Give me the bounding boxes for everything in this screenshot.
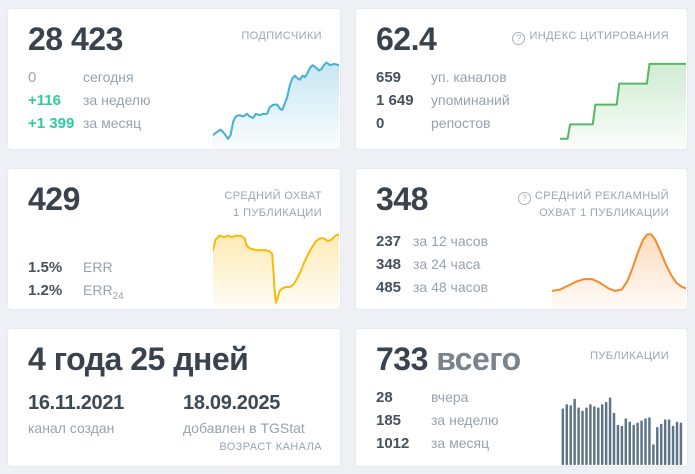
- stat-row-12h: 237 за 12 часов: [376, 233, 687, 250]
- adreach-title-line2: ОХВАТ 1 ПУБЛИКАЦИИ: [539, 207, 669, 219]
- stat-row-month: +1 399 за месяц: [28, 115, 340, 132]
- stat-label: ERR24: [83, 282, 124, 302]
- channel-age-value: 4 года 25 дней: [28, 341, 249, 377]
- pubs-card-head: 733 всего ПУБЛИКАЦИИ: [356, 329, 687, 378]
- stat-value: 348: [376, 255, 402, 273]
- stat-row-reposts: 0 репостов: [376, 115, 687, 132]
- channel-age-card: 4 года 25 дней 16.11.2021 канал создан 1…: [7, 328, 341, 467]
- stat-row-week: +116 за неделю: [28, 92, 340, 109]
- reach-card-head: 429 СРЕДНИЙ ОХВАТ 1 ПУБЛИКАЦИИ: [8, 169, 340, 221]
- subscribers-card: 28 423 ПОДПИСЧИКИ 0 сегодня +116 за неде…: [7, 8, 341, 150]
- stat-value: +116: [28, 91, 61, 109]
- average-ad-reach-value: 348: [376, 181, 428, 217]
- stat-label: сегодня: [83, 68, 134, 85]
- stat-value: 1.5%: [28, 259, 63, 276]
- citation-title-text: ИНДЕКС ЦИТИРОВАНИЯ: [529, 30, 669, 42]
- stat-value: 237: [376, 232, 402, 250]
- date-value: 16.11.2021: [28, 391, 124, 414]
- publications-total-suffix: всего: [436, 341, 521, 377]
- subscribers-stats: 0 сегодня +116 за неделю +1 399 за месяц: [8, 69, 340, 132]
- stat-row-today: 0 сегодня: [28, 69, 340, 86]
- publications-total: 733 всего: [376, 341, 521, 378]
- pubs-stats: 28 вчера 185 за неделю 1012 за месяц: [356, 389, 687, 452]
- citation-stats: 659 уп. каналов 1 649 упоминаний 0 репос…: [356, 69, 687, 132]
- stat-label: уп. каналов: [431, 68, 507, 85]
- adreach-card-title: ? СРЕДНИЙ РЕКЛАМНЫЙ ОХВАТ 1 ПУБЛИКАЦИИ: [517, 188, 669, 222]
- stat-label: за 12 часов: [413, 232, 489, 249]
- stat-label: за месяц: [431, 434, 490, 451]
- stat-label: упоминаний: [431, 91, 510, 108]
- stat-label: вчера: [431, 388, 469, 405]
- stat-row-month: 1012 за месяц: [376, 435, 687, 452]
- reach-title-line1: СРЕДНИЙ ОХВАТ: [224, 190, 322, 202]
- help-icon[interactable]: ?: [512, 32, 526, 45]
- stat-row-err: 1.5% ERR: [28, 259, 340, 276]
- help-icon[interactable]: ?: [517, 192, 531, 205]
- pubs-card-title: ПУБЛИКАЦИИ: [590, 350, 669, 362]
- subscribers-card-title: ПОДПИСЧИКИ: [241, 30, 322, 42]
- date-caption: добавлен в TGStat: [183, 419, 305, 436]
- publications-total-value: 733: [376, 341, 428, 377]
- citation-card-head: 62.4 ? ИНДЕКС ЦИТИРОВАНИЯ: [356, 9, 687, 58]
- stat-row-channels: 659 уп. каналов: [376, 69, 687, 86]
- citation-index-value: 62.4: [376, 21, 437, 57]
- stat-row-48h: 485 за 48 часов: [376, 279, 687, 296]
- stat-row-24h: 348 за 24 часа: [376, 256, 687, 273]
- stat-value: 1.2%: [28, 282, 63, 299]
- age-card-title: ВОЗРАСТ КАНАЛА: [219, 441, 322, 453]
- stat-value: 28: [376, 388, 393, 406]
- stat-label: за 48 часов: [413, 278, 489, 295]
- date-caption: канал создан: [28, 419, 115, 436]
- stat-label: за месяц: [83, 114, 142, 131]
- stat-value: 1 649: [376, 91, 414, 109]
- adreach-title-line1: ? СРЕДНИЙ РЕКЛАМНЫЙ: [517, 188, 669, 205]
- stat-value: 1012: [376, 434, 410, 452]
- subscribers-card-head: 28 423 ПОДПИСЧИКИ: [8, 9, 340, 58]
- citation-card-title: ? ИНДЕКС ЦИТИРОВАНИЯ: [512, 28, 669, 45]
- stat-label: за неделю: [83, 91, 151, 108]
- stat-value: 185: [376, 411, 402, 429]
- stat-label: за неделю: [431, 411, 499, 428]
- stat-value: 0: [28, 68, 37, 86]
- adreach-card-head: 348 ? СРЕДНИЙ РЕКЛАМНЫЙ ОХВАТ 1 ПУБЛИКАЦИ…: [356, 169, 687, 222]
- reach-stats: 1.5% ERR 1.2% ERR24: [8, 259, 340, 302]
- stat-row-err24: 1.2% ERR24: [28, 282, 340, 302]
- reach-title-line2: 1 ПУБЛИКАЦИИ: [233, 206, 322, 219]
- stat-label: репостов: [431, 114, 491, 131]
- stat-row-week: 185 за неделю: [376, 412, 687, 429]
- stat-row-mentions: 1 649 упоминаний: [376, 92, 687, 109]
- stat-value: +1 399: [28, 114, 75, 132]
- age-card-head: 4 года 25 дней: [8, 329, 340, 378]
- average-reach-value: 429: [28, 181, 80, 217]
- date-added-tgstat: 18.09.2025 добавлен в TGStat: [183, 392, 338, 436]
- stat-value: 0: [376, 114, 385, 132]
- average-reach-card: 429 СРЕДНИЙ ОХВАТ 1 ПУБЛИКАЦИИ 1.5% ERR …: [7, 168, 341, 310]
- adreach-stats: 237 за 12 часов 348 за 24 часа 485 за 48…: [356, 233, 687, 296]
- stat-row-yesterday: 28 вчера: [376, 389, 687, 406]
- reach-card-title: СРЕДНИЙ ОХВАТ 1 ПУБЛИКАЦИИ: [224, 188, 322, 221]
- subscribers-count: 28 423: [28, 21, 123, 57]
- channel-dates: 16.11.2021 канал создан 18.09.2025 добав…: [8, 392, 340, 436]
- publications-card: 733 всего ПУБЛИКАЦИИ 28 вчера 185 за нед…: [355, 328, 688, 467]
- date-value: 18.09.2025: [183, 391, 281, 414]
- citation-index-card: 62.4 ? ИНДЕКС ЦИТИРОВАНИЯ 659 уп. каналов…: [355, 8, 688, 150]
- stat-label: за 24 часа: [413, 255, 481, 272]
- stat-value: 485: [376, 278, 402, 296]
- average-ad-reach-card: 348 ? СРЕДНИЙ РЕКЛАМНЫЙ ОХВАТ 1 ПУБЛИКАЦИ…: [355, 168, 688, 310]
- date-created: 16.11.2021 канал создан: [28, 392, 183, 436]
- stat-value: 659: [376, 68, 402, 86]
- stat-label: ERR: [83, 259, 113, 275]
